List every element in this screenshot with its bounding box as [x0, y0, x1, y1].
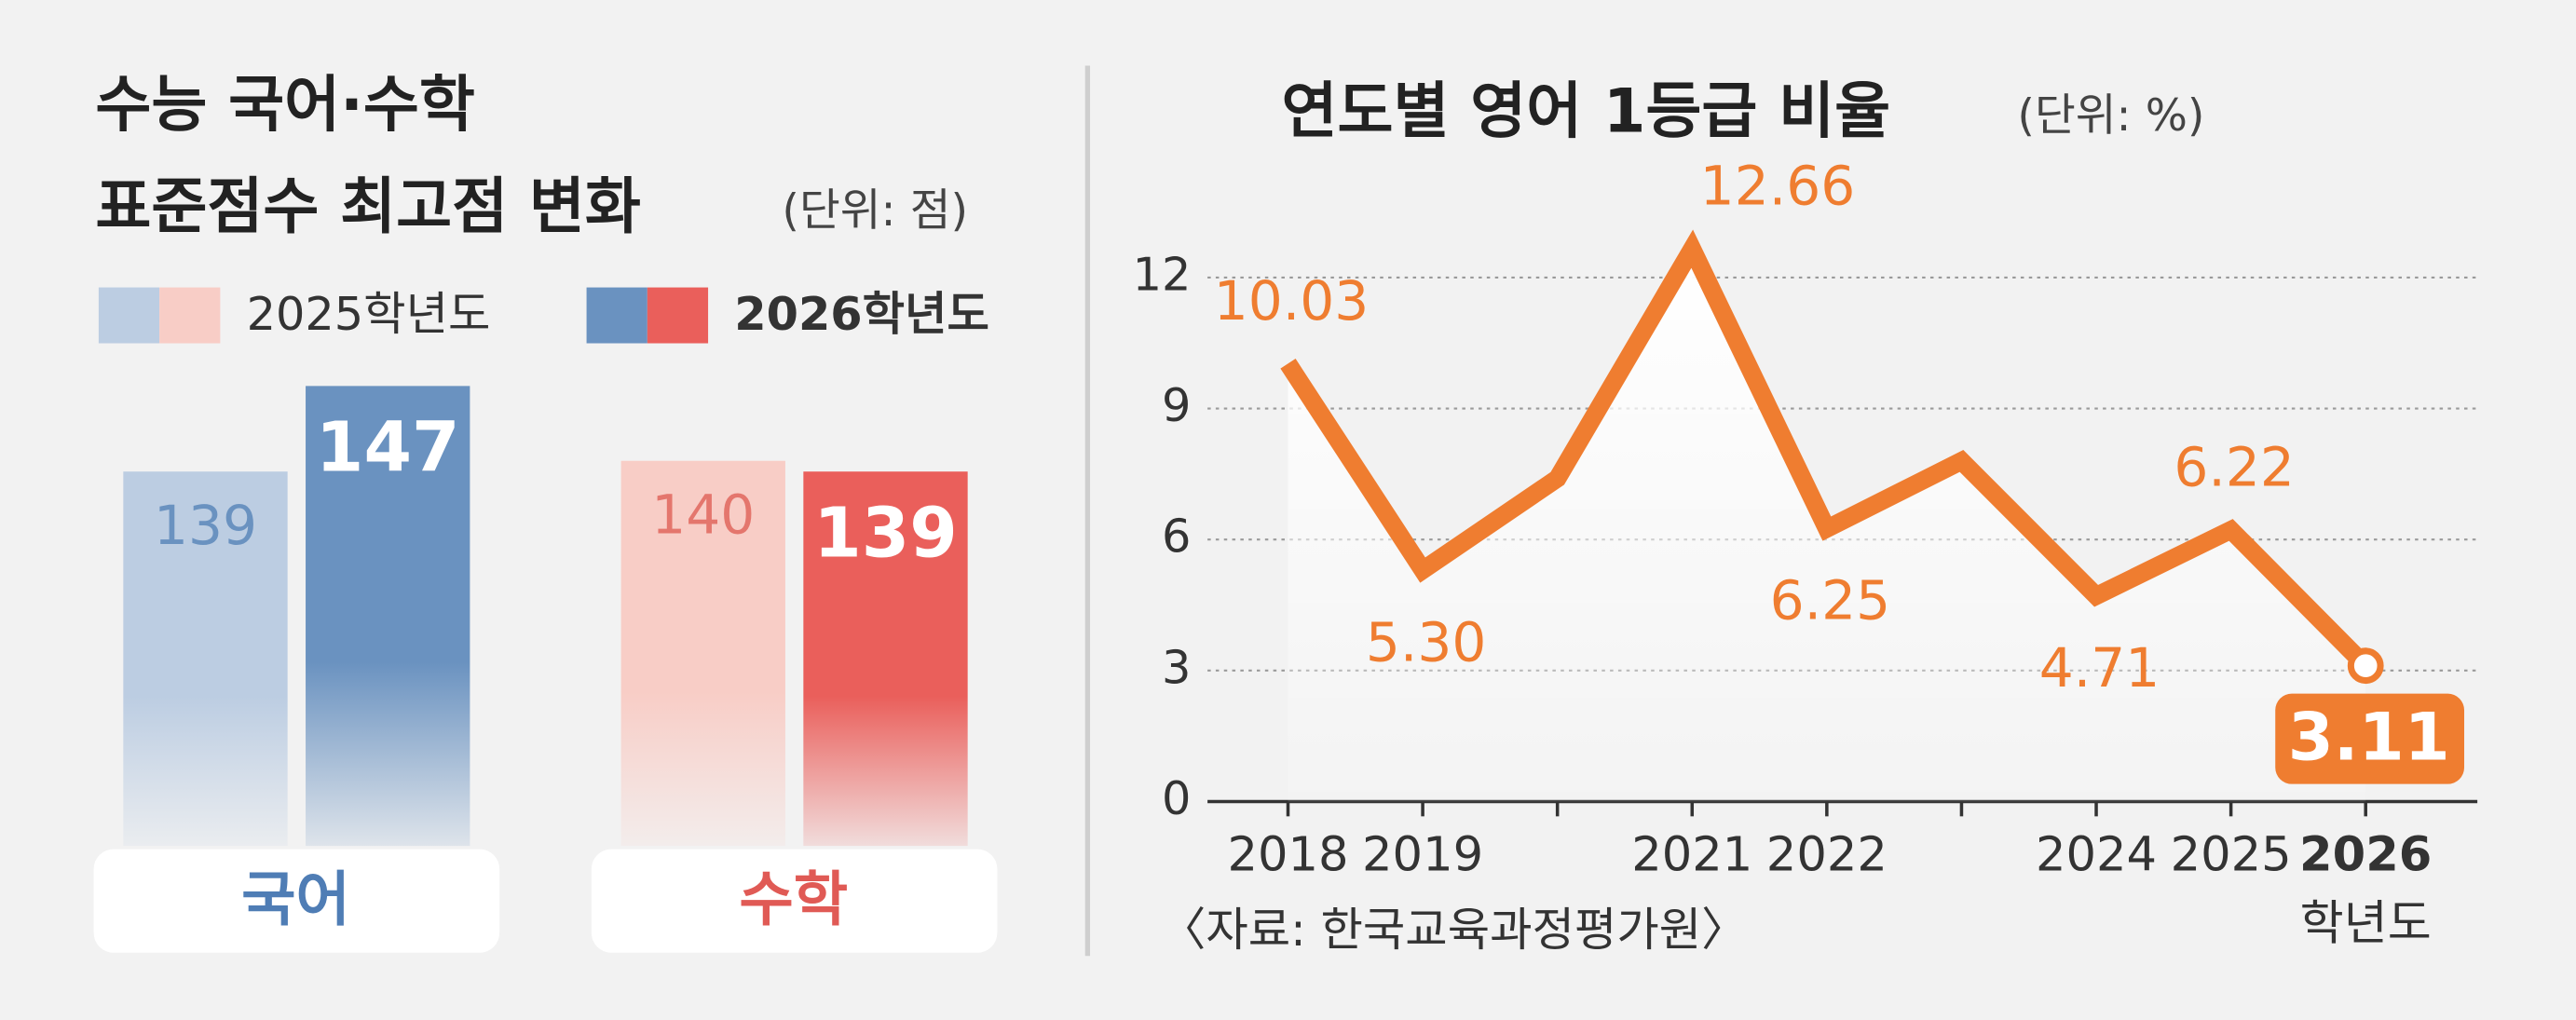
value-label: 3.11 — [2288, 699, 2450, 775]
y-tick-label: 3 — [1162, 640, 1191, 694]
value-label: 139 — [154, 494, 257, 557]
legend-label: 2025학년도 — [247, 287, 491, 341]
x-tick-label: 2019 — [1362, 827, 1483, 882]
category-label: 국어 — [241, 864, 350, 933]
value-label: 147 — [316, 407, 460, 487]
legend-label: 2026학년도 — [734, 287, 989, 341]
x-tick-label: 2021 — [1631, 827, 1752, 882]
x-tick-label: 2024 — [2036, 827, 2157, 882]
category-label: 수학 — [739, 864, 848, 933]
y-tick-label: 0 — [1162, 771, 1191, 825]
y-tick-label: 6 — [1162, 510, 1191, 564]
bar — [803, 471, 968, 847]
legend-swatch — [647, 287, 709, 344]
chart-title: 수능 국어·수학 — [95, 69, 475, 140]
value-label: 6.25 — [1770, 569, 1891, 632]
chart-title: 연도별 영어 1등급 비율 — [1281, 75, 1890, 146]
category-box — [93, 849, 500, 953]
bar — [306, 386, 470, 847]
x-tick-label: 2026 — [2299, 827, 2432, 882]
value-label: 5.30 — [1366, 610, 1487, 673]
bar — [123, 471, 288, 847]
source: 〈자료: 한국교육과정평가원〉 — [1160, 903, 1748, 957]
x-tick-label: 2022 — [1766, 827, 1888, 882]
chart-title: 표준점수 최고점 변화 — [95, 171, 641, 242]
value-label: 4.71 — [2039, 636, 2160, 700]
value-label: 140 — [651, 483, 755, 547]
bar — [620, 460, 785, 847]
legend-swatch — [586, 287, 647, 344]
x-tick-label: 2025 — [2171, 827, 2292, 882]
legend-swatch — [159, 287, 221, 344]
y-tick-label: 9 — [1162, 378, 1191, 432]
category-box — [591, 849, 998, 953]
x-tick-label: 2018 — [1227, 827, 1348, 882]
x-axis-label: 학년도 — [2300, 896, 2432, 951]
value-label: 10.03 — [1214, 269, 1370, 333]
unit-label: (단위: 점) — [782, 185, 968, 237]
unit-label: (단위: %) — [2017, 90, 2204, 142]
value-label: 6.22 — [2174, 436, 2295, 499]
marker — [2347, 647, 2384, 685]
y-tick-label: 12 — [1133, 247, 1192, 301]
value-label-box — [2275, 693, 2465, 784]
legend-swatch — [98, 287, 160, 344]
value-label: 139 — [813, 493, 958, 573]
line — [1280, 229, 2373, 673]
value-label: 12.66 — [1700, 155, 1856, 218]
area — [1288, 249, 2366, 802]
